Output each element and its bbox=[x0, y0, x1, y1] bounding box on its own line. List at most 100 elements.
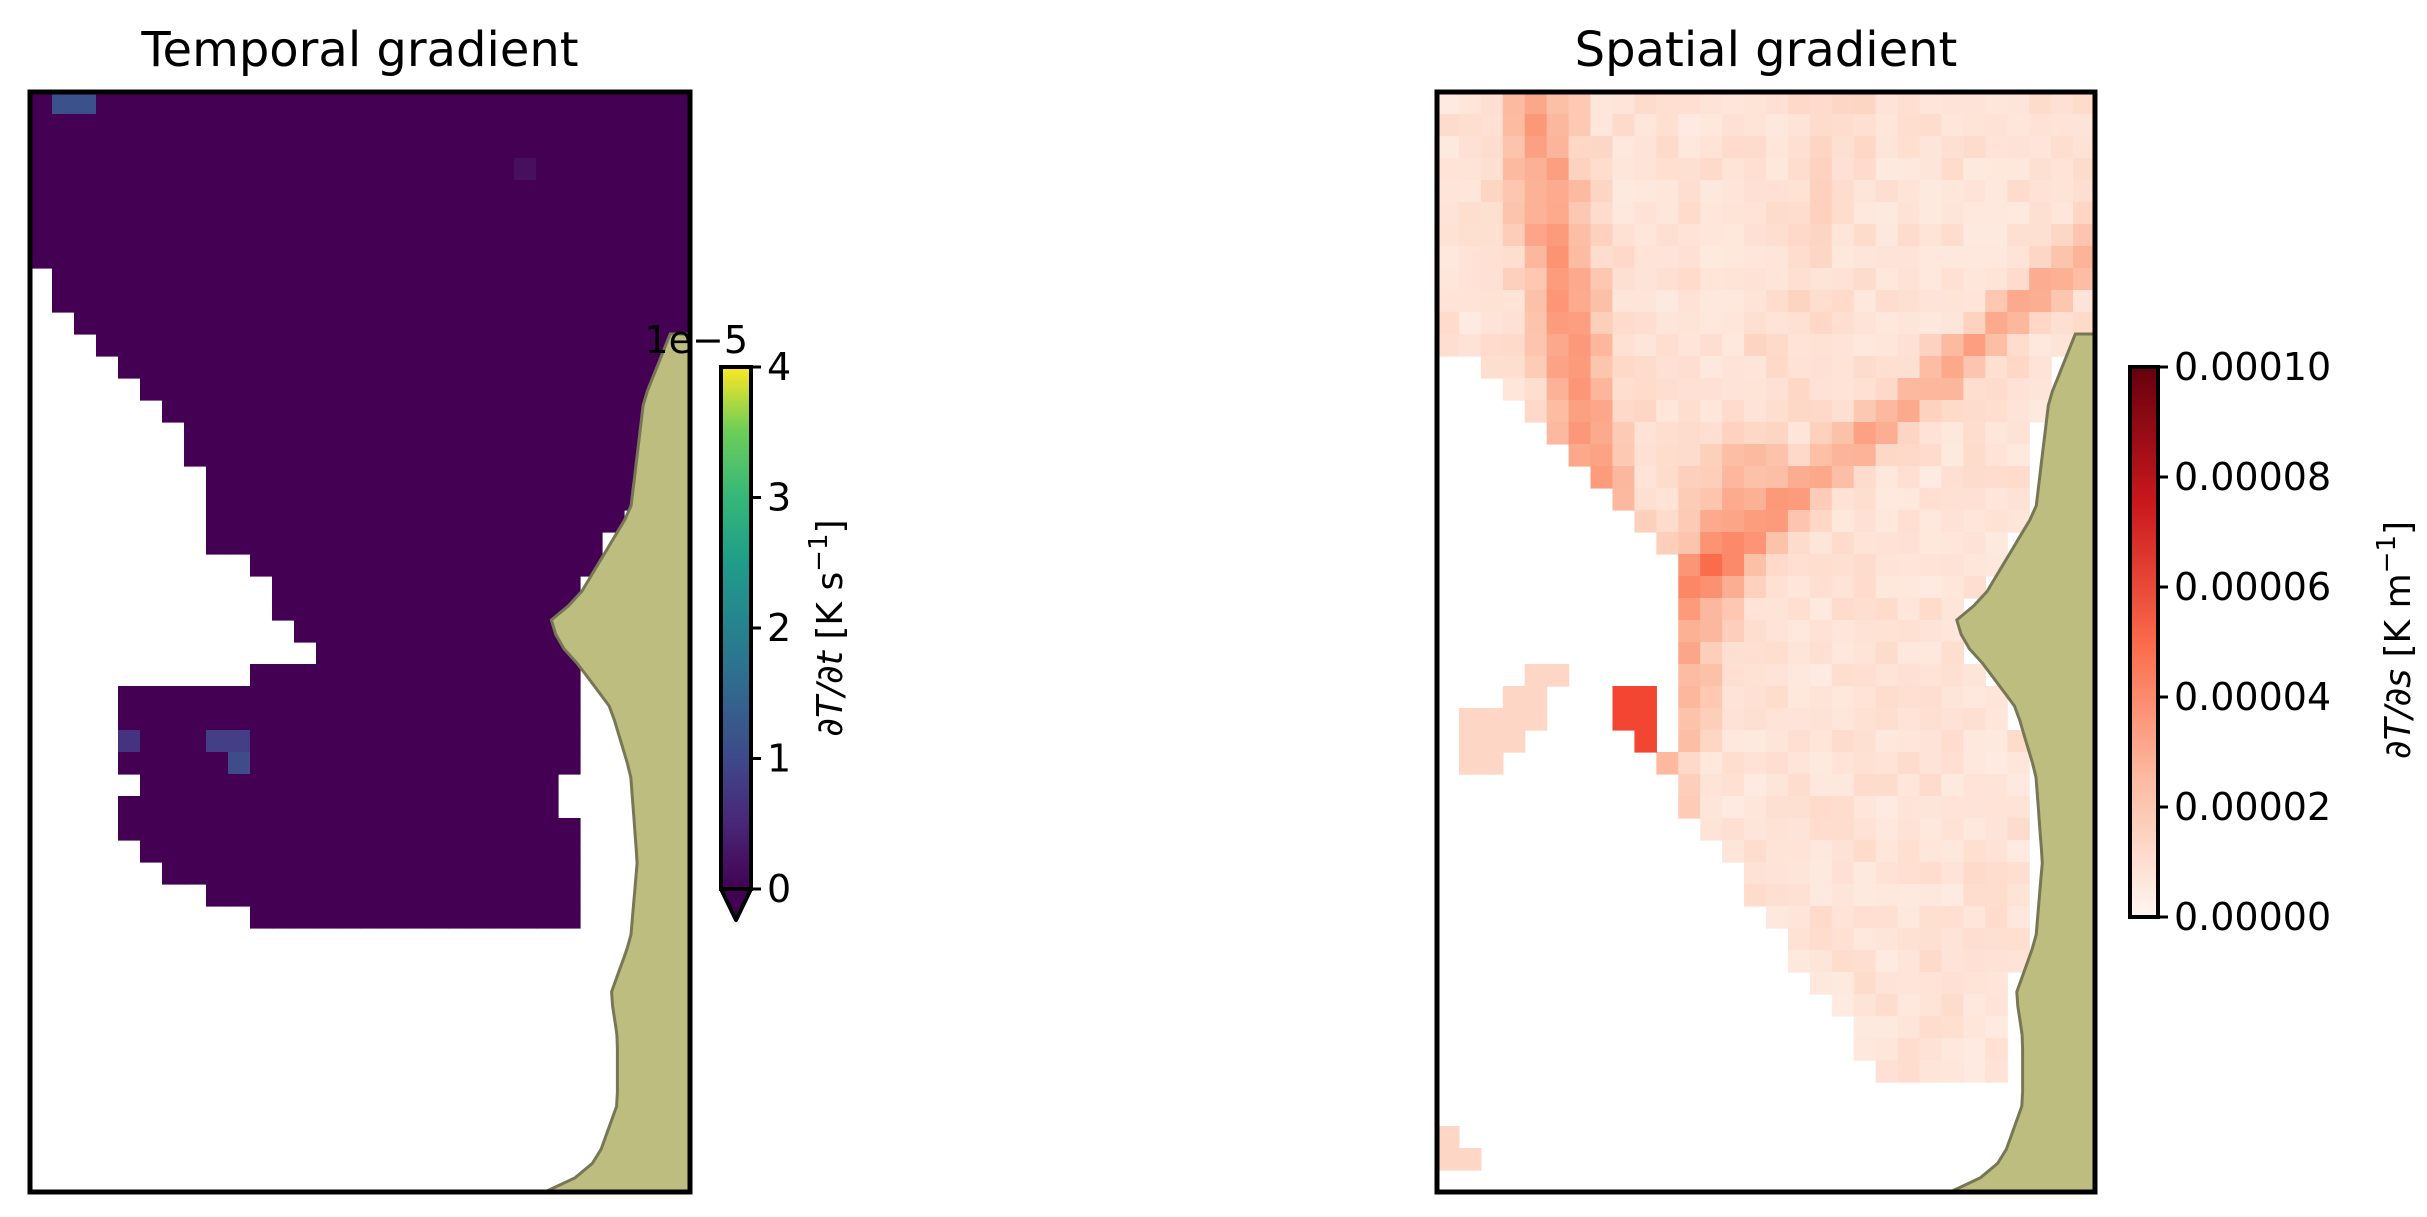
heatmap-cell bbox=[448, 334, 471, 357]
heatmap-cell bbox=[294, 378, 317, 401]
heatmap-cell bbox=[1897, 664, 1921, 687]
heatmap-cell bbox=[492, 488, 515, 511]
heatmap-cell bbox=[316, 202, 339, 225]
heatmap-cell bbox=[2029, 290, 2052, 313]
heatmap-cell bbox=[1831, 950, 1855, 973]
heatmap-cell bbox=[404, 400, 427, 423]
heatmap-cell bbox=[1612, 708, 1635, 731]
heatmap-cell bbox=[536, 774, 559, 797]
heatmap-cell bbox=[514, 444, 537, 467]
heatmap-cell bbox=[1985, 246, 2008, 269]
heatmap-cell bbox=[536, 268, 559, 291]
heatmap-cell bbox=[1875, 598, 1899, 621]
heatmap-cell bbox=[1831, 246, 1855, 269]
heatmap-cell bbox=[1919, 642, 1943, 665]
heatmap-cell bbox=[1985, 708, 2008, 731]
heatmap-cells-temporal bbox=[30, 92, 690, 929]
heatmap-cell bbox=[206, 268, 229, 291]
heatmap-cell bbox=[1853, 246, 1877, 269]
heatmap-cell bbox=[294, 510, 317, 533]
heatmap-cell bbox=[558, 268, 581, 291]
heatmap-cell bbox=[2051, 202, 2074, 225]
heatmap-cell bbox=[162, 730, 185, 753]
heatmap-cell bbox=[184, 224, 207, 247]
heatmap-cell bbox=[1853, 840, 1877, 863]
heatmap-cell bbox=[492, 158, 515, 181]
heatmap-cell bbox=[1853, 972, 1877, 995]
heatmap-cell bbox=[536, 708, 559, 731]
heatmap-cell bbox=[1678, 554, 1701, 577]
heatmap-cell bbox=[316, 114, 339, 137]
heatmap-cell bbox=[536, 884, 559, 907]
heatmap-cell bbox=[250, 532, 273, 555]
heatmap-cell bbox=[382, 92, 405, 115]
heatmap-cell bbox=[294, 752, 317, 775]
heatmap-cell bbox=[1502, 180, 1526, 203]
heatmap-cell bbox=[316, 224, 339, 247]
heatmap-cell bbox=[404, 422, 427, 445]
heatmap-cell bbox=[1963, 950, 1986, 973]
heatmap-cell bbox=[1831, 92, 1855, 115]
heatmap-cell bbox=[30, 180, 53, 203]
heatmap-cell bbox=[1919, 1016, 1943, 1039]
heatmap-cell bbox=[536, 356, 559, 379]
heatmap-cell bbox=[1546, 246, 1570, 269]
heatmap-cell bbox=[1941, 1038, 1964, 1061]
heatmap-cell bbox=[426, 752, 449, 775]
heatmap-cell bbox=[1831, 972, 1855, 995]
heatmap-cell bbox=[492, 774, 515, 797]
heatmap-cell bbox=[1524, 290, 1548, 313]
heatmap-cell bbox=[492, 378, 515, 401]
heatmap-cell bbox=[1853, 620, 1877, 643]
heatmap-cell bbox=[1437, 202, 1460, 225]
heatmap-cell bbox=[1766, 796, 1789, 819]
heatmap-cell bbox=[1787, 730, 1811, 753]
heatmap-cell bbox=[1766, 532, 1789, 555]
heatmap-cell bbox=[1502, 730, 1526, 753]
heatmap-cell bbox=[1700, 752, 1723, 775]
heatmap-cell bbox=[404, 906, 427, 929]
heatmap-cell bbox=[470, 356, 493, 379]
heatmap-cell bbox=[1831, 422, 1855, 445]
heatmap-cell bbox=[1656, 378, 1679, 401]
heatmap-cell bbox=[1744, 554, 1767, 577]
heatmap-cell bbox=[404, 180, 427, 203]
panel-title-temporal: Temporal gradient bbox=[140, 22, 578, 78]
heatmap-cell bbox=[1480, 268, 1504, 291]
heatmap-cell bbox=[1458, 730, 1482, 753]
heatmap-cell bbox=[316, 884, 339, 907]
heatmap-cell bbox=[536, 92, 559, 115]
heatmap-cell bbox=[1437, 246, 1460, 269]
heatmap-cell bbox=[1437, 1126, 1460, 1149]
heatmap-cell bbox=[448, 664, 471, 687]
heatmap-cell bbox=[1963, 884, 1986, 907]
heatmap-cell bbox=[426, 246, 449, 269]
heatmap-cell bbox=[1787, 928, 1811, 951]
heatmap-cell bbox=[118, 796, 141, 819]
heatmap-cell bbox=[1700, 554, 1723, 577]
heatmap-cell bbox=[1941, 334, 1964, 357]
heatmap-cell bbox=[1766, 400, 1789, 423]
heatmap-cell bbox=[2051, 268, 2074, 291]
heatmap-cell bbox=[1919, 730, 1943, 753]
heatmap-cell bbox=[1831, 708, 1855, 731]
heatmap-cell bbox=[2007, 488, 2030, 511]
heatmap-cell bbox=[1985, 356, 2008, 379]
heatmap-cell bbox=[1809, 158, 1833, 181]
heatmap-cell bbox=[1722, 92, 1745, 115]
heatmap-cell bbox=[338, 334, 361, 357]
heatmap-cell bbox=[1502, 378, 1526, 401]
heatmap-cell bbox=[2029, 136, 2052, 159]
heatmap-cell bbox=[1941, 466, 1964, 489]
heatmap-cell bbox=[1766, 224, 1789, 247]
heatmap-cell bbox=[74, 268, 97, 291]
heatmap-cell bbox=[1963, 730, 1986, 753]
heatmap-cell bbox=[1919, 158, 1943, 181]
heatmap-cell bbox=[1809, 708, 1833, 731]
heatmap-cell bbox=[118, 356, 141, 379]
heatmap-cell bbox=[1744, 620, 1767, 643]
heatmap-cell bbox=[404, 356, 427, 379]
heatmap-cell bbox=[602, 422, 625, 445]
heatmap-cell bbox=[382, 642, 405, 665]
heatmap-cell bbox=[1875, 774, 1899, 797]
